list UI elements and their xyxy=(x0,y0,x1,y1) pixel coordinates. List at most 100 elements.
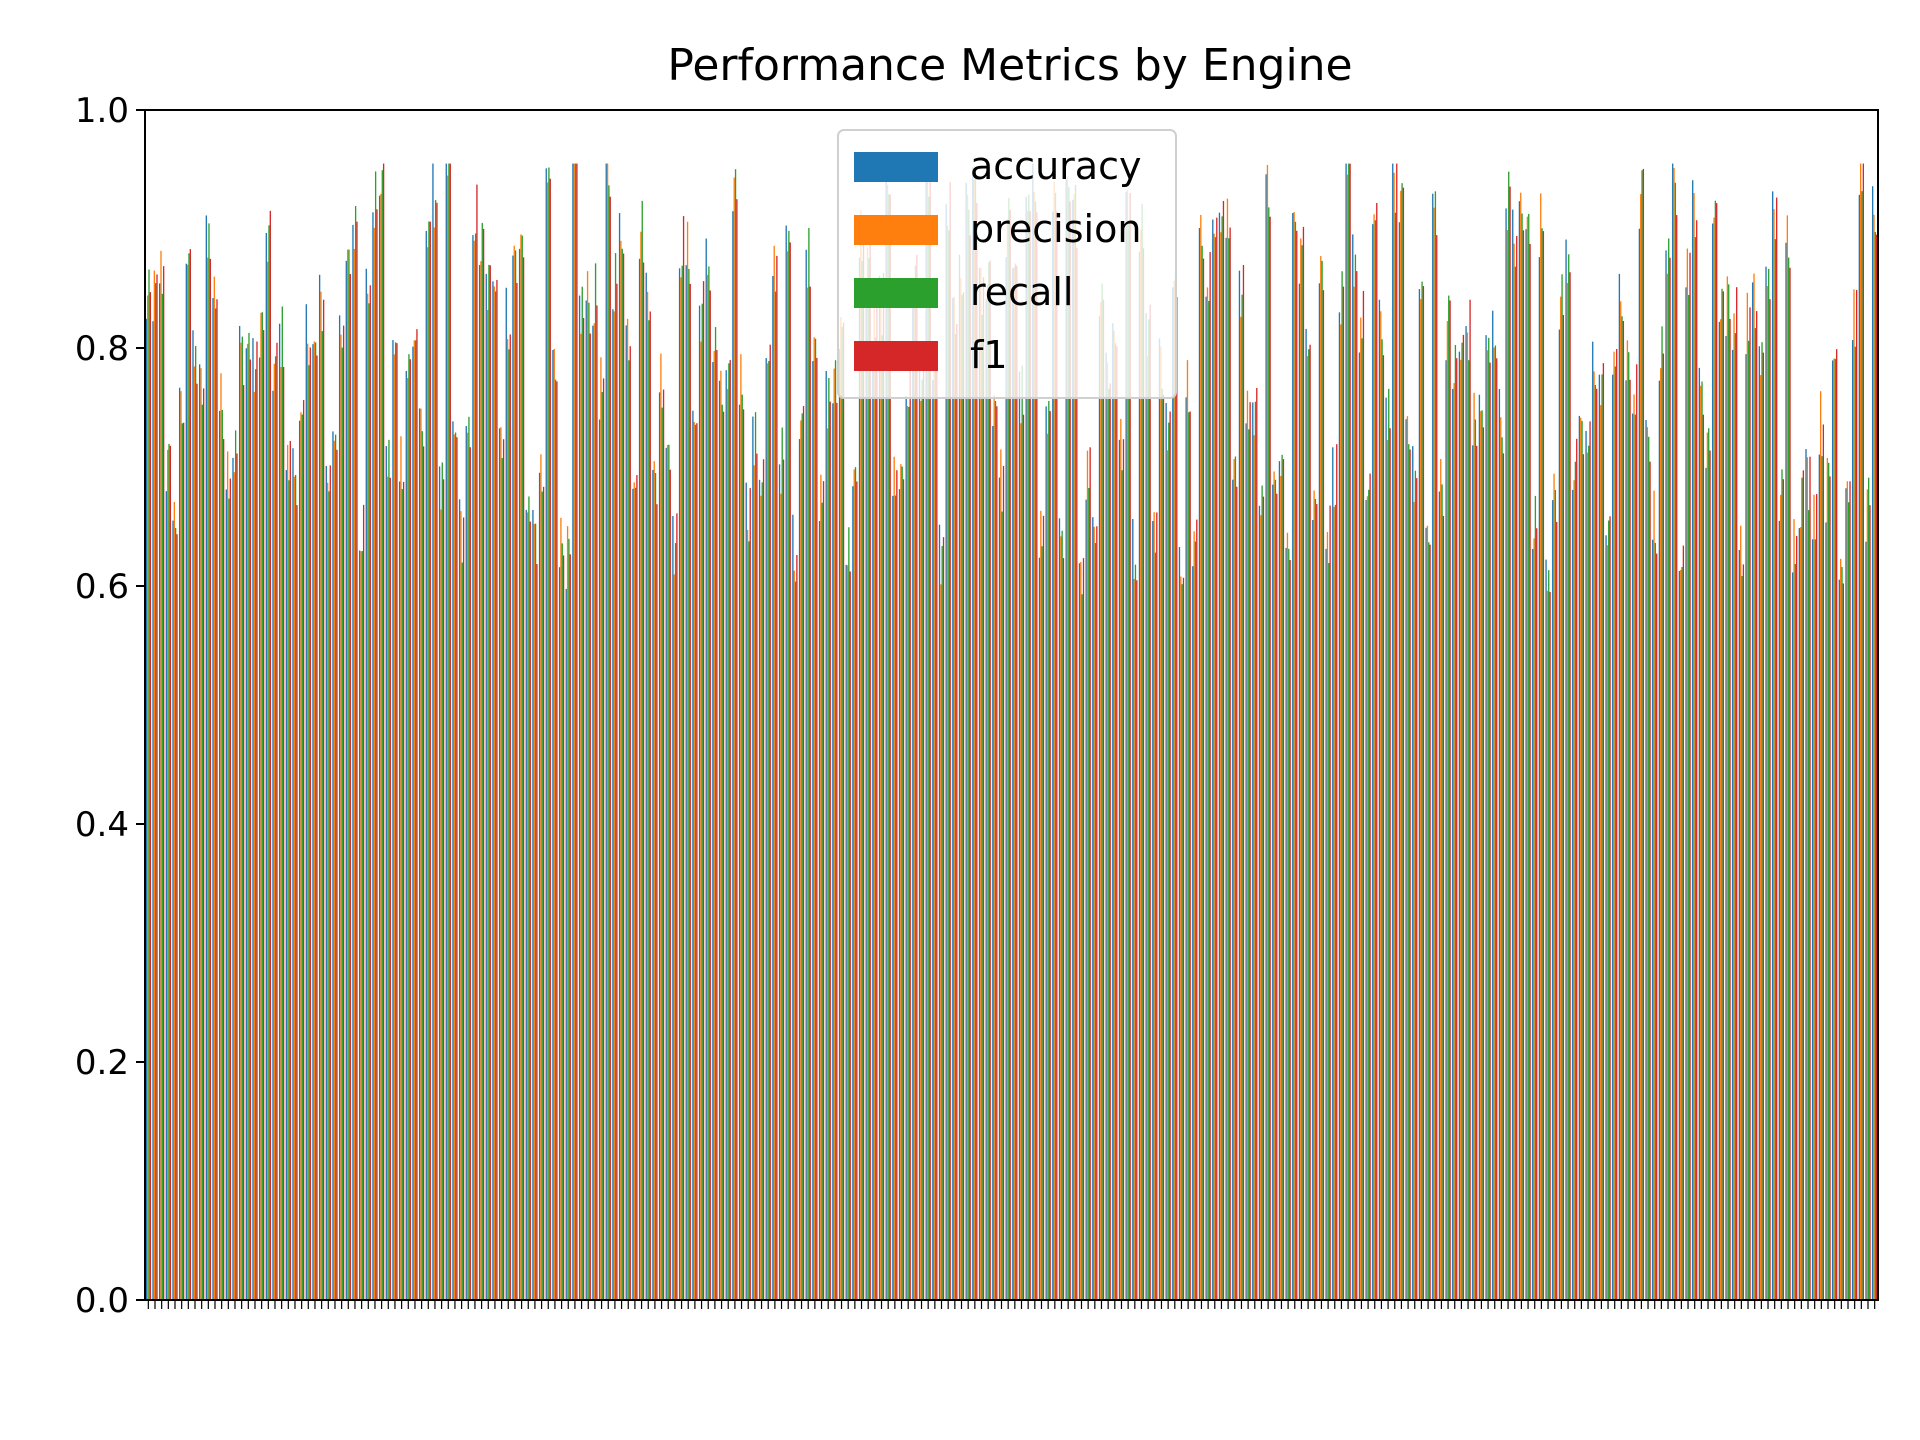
bar-recall xyxy=(1174,270,1177,1300)
bar-precision xyxy=(486,309,489,1300)
bar-precision xyxy=(1760,375,1762,1300)
bar-accuracy xyxy=(1445,360,1447,1300)
bar-recall xyxy=(1101,283,1103,1301)
bar-f1 xyxy=(416,329,418,1300)
bar-accuracy xyxy=(1125,191,1127,1300)
bar-accuracy xyxy=(612,309,614,1300)
bar-f1 xyxy=(1202,258,1205,1300)
bar-recall xyxy=(1508,171,1510,1300)
bar-accuracy xyxy=(678,268,681,1301)
bar-f1 xyxy=(1022,414,1025,1300)
bar-f1 xyxy=(1229,227,1231,1300)
bar-accuracy xyxy=(912,290,914,1301)
bar-accuracy xyxy=(358,550,361,1300)
bar-recall xyxy=(1341,271,1343,1300)
bar-accuracy xyxy=(1338,312,1341,1301)
bar-f1 xyxy=(656,504,658,1301)
bar-accuracy xyxy=(1465,326,1467,1301)
bar-precision xyxy=(1686,248,1689,1300)
bar-recall xyxy=(454,432,457,1300)
bar-recall xyxy=(281,306,283,1301)
bar-precision xyxy=(1166,450,1169,1300)
bar-precision xyxy=(353,248,355,1301)
bar-precision xyxy=(980,267,982,1300)
bar-recall xyxy=(468,416,470,1301)
bar-accuracy xyxy=(1418,289,1421,1300)
bar-precision xyxy=(1860,163,1862,1300)
bar-recall xyxy=(1748,340,1750,1300)
bar-f1 xyxy=(869,224,871,1300)
bar-f1 xyxy=(462,517,465,1300)
bar-precision xyxy=(1513,243,1515,1301)
bar-f1 xyxy=(1469,299,1471,1301)
bar-precision xyxy=(213,276,215,1300)
bar-accuracy xyxy=(592,325,594,1301)
bar-recall xyxy=(1868,477,1870,1300)
bar-recall xyxy=(661,407,663,1300)
bar-accuracy xyxy=(1592,341,1594,1300)
bar-recall xyxy=(354,206,357,1300)
bar-f1 xyxy=(389,477,391,1300)
bar-recall xyxy=(1641,170,1643,1300)
bar-accuracy xyxy=(1278,461,1281,1300)
bar-recall xyxy=(1714,200,1717,1301)
bar-precision xyxy=(1333,506,1335,1300)
bar-recall xyxy=(201,404,203,1300)
bar-f1 xyxy=(622,253,625,1300)
bar-f1 xyxy=(1156,512,1158,1300)
bar-precision xyxy=(1500,417,1502,1301)
bar-precision xyxy=(1526,216,1529,1301)
bar-precision xyxy=(926,163,929,1300)
bar-recall xyxy=(388,439,390,1300)
bar-recall xyxy=(1721,288,1723,1300)
bar-recall xyxy=(228,498,230,1301)
bar-f1 xyxy=(596,305,598,1300)
bar-f1 xyxy=(1436,235,1438,1301)
bar-accuracy xyxy=(145,318,147,1300)
bar-recall xyxy=(214,308,217,1300)
bar-recall xyxy=(1228,238,1230,1300)
bar-accuracy xyxy=(858,257,861,1300)
bar-accuracy xyxy=(238,325,241,1301)
bar-recall xyxy=(974,177,977,1300)
bar-precision xyxy=(1160,346,1162,1300)
bar-precision xyxy=(1726,276,1729,1300)
bar-accuracy xyxy=(1698,367,1701,1300)
bar-precision xyxy=(480,261,482,1300)
bar-precision xyxy=(1493,347,1495,1300)
bar-recall xyxy=(894,495,897,1300)
bar-precision xyxy=(993,394,995,1300)
bar-accuracy xyxy=(585,300,587,1301)
bar-recall xyxy=(1361,338,1363,1301)
bar-accuracy xyxy=(232,457,234,1300)
bar-recall xyxy=(828,377,830,1300)
bar-accuracy xyxy=(972,167,974,1300)
bar-recall xyxy=(528,496,530,1300)
bar-f1 xyxy=(1716,203,1718,1301)
bar-accuracy xyxy=(1325,548,1327,1300)
bar-f1 xyxy=(1756,311,1758,1301)
bar-precision xyxy=(1206,287,1209,1300)
bar-precision xyxy=(1180,576,1182,1300)
bar-accuracy xyxy=(1665,250,1667,1301)
bar-f1 xyxy=(1289,560,1291,1300)
bar-accuracy xyxy=(452,421,454,1300)
bar-accuracy xyxy=(725,370,727,1300)
bar-recall xyxy=(288,480,290,1300)
legend-box xyxy=(837,129,1177,399)
bar-precision xyxy=(1173,280,1175,1301)
bar-f1 xyxy=(516,282,518,1300)
bar-recall xyxy=(1734,333,1737,1301)
bar-precision xyxy=(1033,191,1035,1300)
bar-recall xyxy=(634,487,637,1300)
bar-f1 xyxy=(249,359,251,1301)
bar-precision xyxy=(526,512,529,1300)
bar-recall xyxy=(174,528,177,1300)
bar-accuracy xyxy=(1412,446,1414,1301)
bar-accuracy xyxy=(198,364,201,1300)
bar-recall xyxy=(234,430,237,1300)
y-tick-label: 0.2 xyxy=(75,1043,129,1083)
bar-recall xyxy=(1774,239,1777,1300)
bar-precision xyxy=(1293,212,1295,1300)
bar-precision xyxy=(380,193,382,1300)
